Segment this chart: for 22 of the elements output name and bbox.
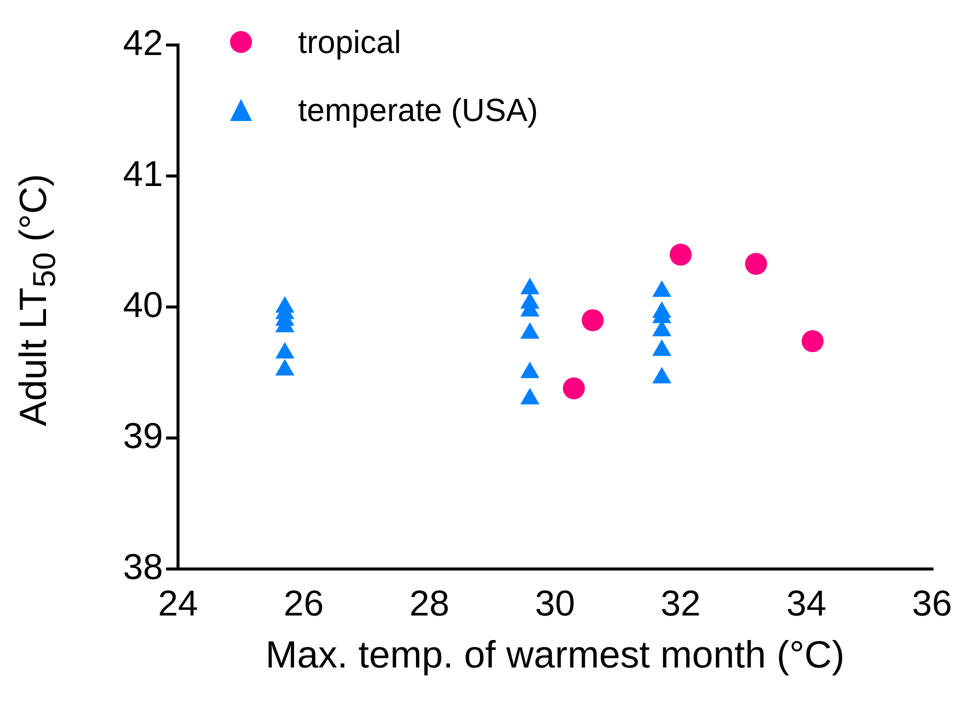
y-tick-label: 39 [122,415,164,456]
x-axis-title: Max. temp. of warmest month (°C) [266,634,845,677]
point [652,280,672,297]
x-tick-label: 26 [284,582,324,624]
x-tick-label: 32 [660,582,701,624]
y-tick-label: 41 [122,152,164,194]
point [520,322,540,339]
y-tick-label: 42 [122,22,164,63]
point [275,342,294,358]
legend-label: tropical [298,23,402,62]
point [520,362,540,378]
x-tick-label: 28 [409,582,450,624]
legend-label: temperate (USA) [298,91,538,130]
point [275,359,294,376]
x-tick-label: 34 [786,582,826,624]
point [652,339,672,356]
point [520,278,540,294]
y-tick-label: 40 [122,284,164,326]
x-tick-label: 36 [912,582,952,624]
point [652,366,672,384]
x-tick-label: 30 [535,582,576,624]
point [520,388,540,404]
